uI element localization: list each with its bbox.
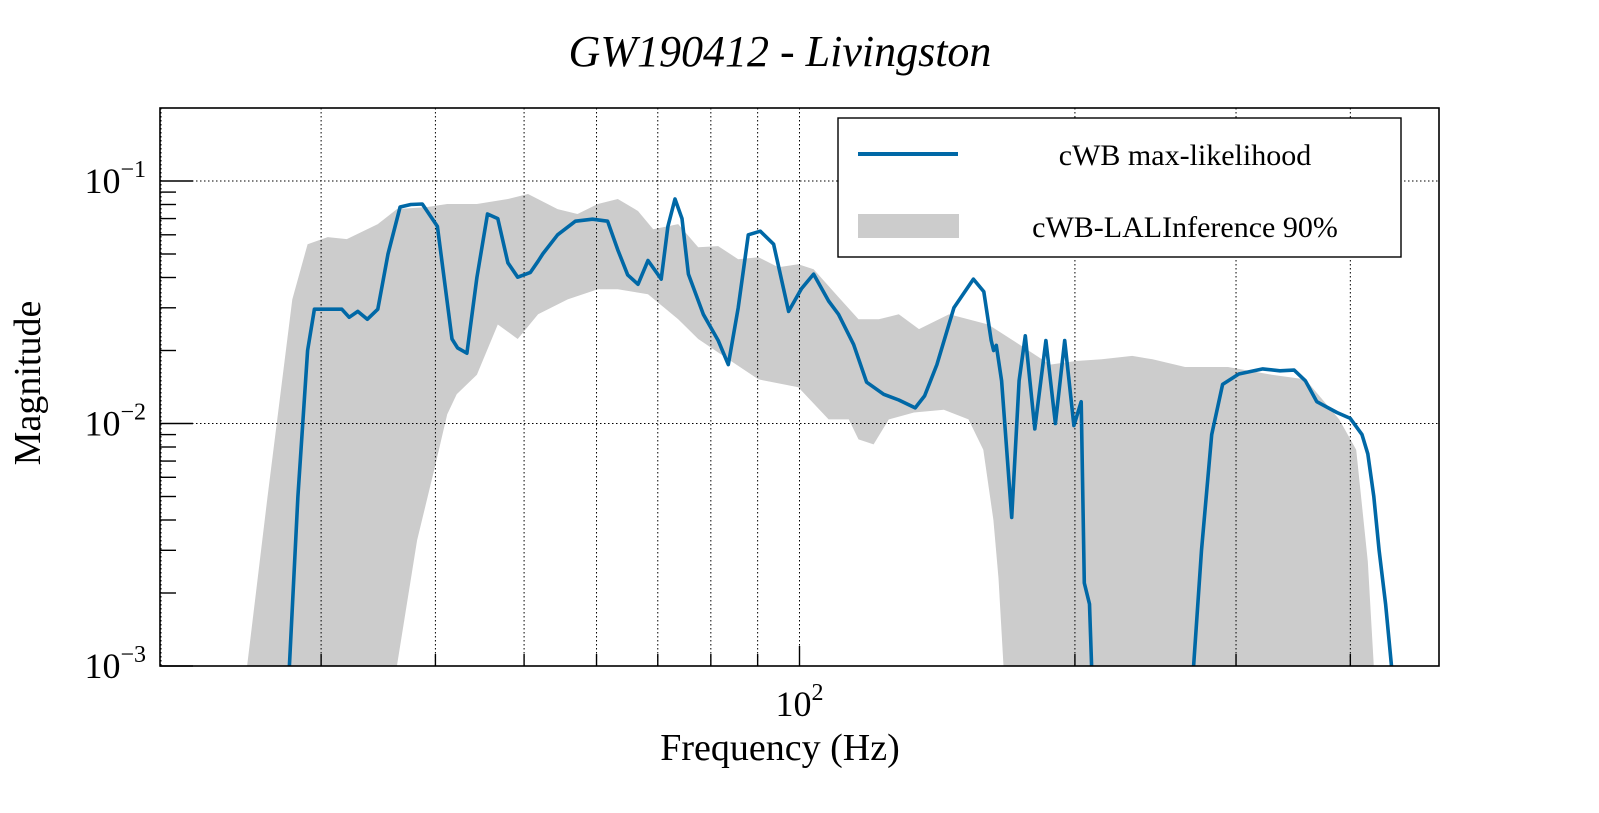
y-axis-label: Magnitude — [7, 301, 49, 466]
band-layer — [247, 194, 1374, 666]
tick-layer — [160, 180, 1352, 667]
legend-label-max-likelihood: cWB max-likelihood — [1059, 139, 1311, 172]
line-layer — [287, 197, 1394, 667]
y-tick-label: 10−1 — [84, 157, 146, 201]
legend-swatch-band — [858, 214, 959, 238]
series-line-max-likelihood — [1191, 367, 1394, 667]
y-tick-label: 10−2 — [84, 399, 146, 443]
x-axis-label: Frequency (Hz) — [660, 727, 900, 769]
chart-title: GW190412 - Livingston — [569, 27, 992, 76]
confidence-band-90 — [247, 194, 1374, 666]
series-line-max-likelihood — [287, 197, 1094, 667]
y-tick-label: 10−3 — [84, 642, 146, 686]
x-tick-label: 102 — [776, 680, 824, 724]
plot-frame — [159, 107, 1440, 667]
legend: cWB max-likelihood cWB-LALInference 90% — [837, 117, 1402, 258]
legend-label-lalinference-90: cWB-LALInference 90% — [1032, 211, 1338, 244]
tick-labels: 102 10−1 10−2 10−3 — [84, 157, 823, 724]
